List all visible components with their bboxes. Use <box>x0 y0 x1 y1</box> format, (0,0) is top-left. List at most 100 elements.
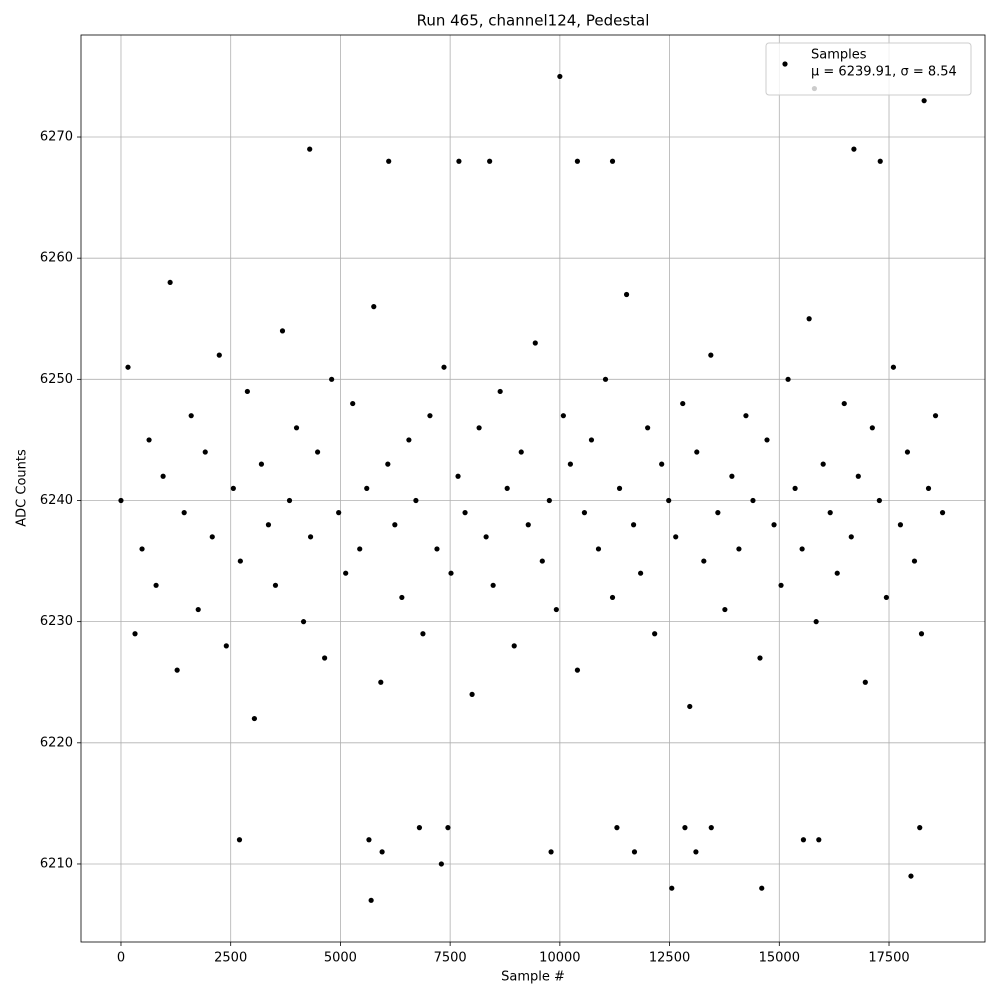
point <box>908 873 914 879</box>
point <box>307 534 314 540</box>
point <box>567 461 573 467</box>
point <box>722 606 728 613</box>
point <box>300 619 307 625</box>
point <box>279 328 286 334</box>
point <box>669 885 675 891</box>
point <box>216 352 222 358</box>
point <box>146 437 152 443</box>
point <box>557 73 563 80</box>
point <box>286 497 293 504</box>
point <box>483 534 489 540</box>
y-tick-label: 6220 <box>40 735 73 750</box>
y-axis-label: ADC Counts <box>15 449 30 527</box>
point <box>244 388 250 395</box>
point <box>694 449 700 455</box>
point <box>736 546 742 552</box>
point <box>876 497 882 504</box>
point <box>416 825 423 831</box>
point <box>420 631 426 637</box>
point <box>918 631 925 637</box>
legend-label: μ = 6239.91, σ = 8.54 <box>811 65 957 80</box>
point <box>729 473 735 479</box>
point <box>272 582 279 588</box>
point <box>202 449 208 455</box>
point <box>307 146 313 152</box>
point <box>455 473 461 479</box>
point <box>778 582 784 588</box>
point <box>195 606 201 613</box>
point <box>456 158 462 164</box>
point <box>343 570 349 576</box>
y-tick-label: 6270 <box>40 130 73 145</box>
x-tick-label: 15000 <box>759 951 800 966</box>
point <box>476 425 482 431</box>
point <box>841 400 847 407</box>
point <box>917 825 923 831</box>
point <box>462 510 468 516</box>
point <box>350 400 356 407</box>
point <box>223 643 229 649</box>
point <box>322 655 328 661</box>
point <box>609 594 616 601</box>
point <box>693 849 699 855</box>
point <box>652 631 658 637</box>
point <box>518 449 524 455</box>
point <box>497 388 503 395</box>
y-tick-label: 6210 <box>40 856 73 871</box>
point <box>939 510 946 516</box>
point <box>925 485 932 491</box>
x-axis-label: Sample # <box>501 970 565 985</box>
chart-title: Run 465, channel124, Pedestal <box>417 12 650 30</box>
point <box>813 619 819 625</box>
point <box>645 425 651 431</box>
point <box>368 897 374 903</box>
point <box>588 437 595 443</box>
point <box>386 158 392 164</box>
point <box>237 558 243 564</box>
y-tick-label: 6250 <box>40 372 73 387</box>
point <box>504 485 510 491</box>
point <box>434 546 440 552</box>
point <box>336 510 342 516</box>
point <box>511 643 517 649</box>
legend-label: Samples <box>811 48 867 63</box>
point <box>539 558 545 564</box>
point <box>602 376 609 382</box>
point <box>441 364 447 370</box>
point <box>921 98 927 104</box>
point <box>230 485 236 491</box>
point <box>701 558 707 564</box>
point <box>392 522 398 528</box>
point <box>630 522 637 528</box>
legend-marker <box>782 61 788 67</box>
point <box>673 534 679 540</box>
plot-frame <box>80 34 986 943</box>
x-tick-label: 17500 <box>868 951 909 966</box>
point <box>371 304 377 310</box>
point <box>153 582 159 588</box>
x-tick-label: 12500 <box>649 951 690 966</box>
point <box>532 340 538 346</box>
point <box>546 497 552 504</box>
point <box>406 437 412 443</box>
x-tick-label: 5000 <box>324 951 357 966</box>
point <box>708 825 714 831</box>
point <box>877 158 883 164</box>
point <box>715 510 721 516</box>
point <box>848 534 854 540</box>
point <box>236 837 243 843</box>
point <box>329 376 335 382</box>
point <box>167 279 173 286</box>
point <box>708 352 714 358</box>
x-tick-label: 7500 <box>434 951 467 966</box>
point <box>574 667 581 673</box>
point <box>413 497 419 504</box>
point <box>623 291 630 298</box>
point <box>750 497 756 504</box>
point <box>883 594 889 601</box>
y-tick-label: 6240 <box>40 493 73 508</box>
point <box>379 849 385 855</box>
point <box>757 655 763 661</box>
x-tick-label: 10000 <box>539 951 580 966</box>
